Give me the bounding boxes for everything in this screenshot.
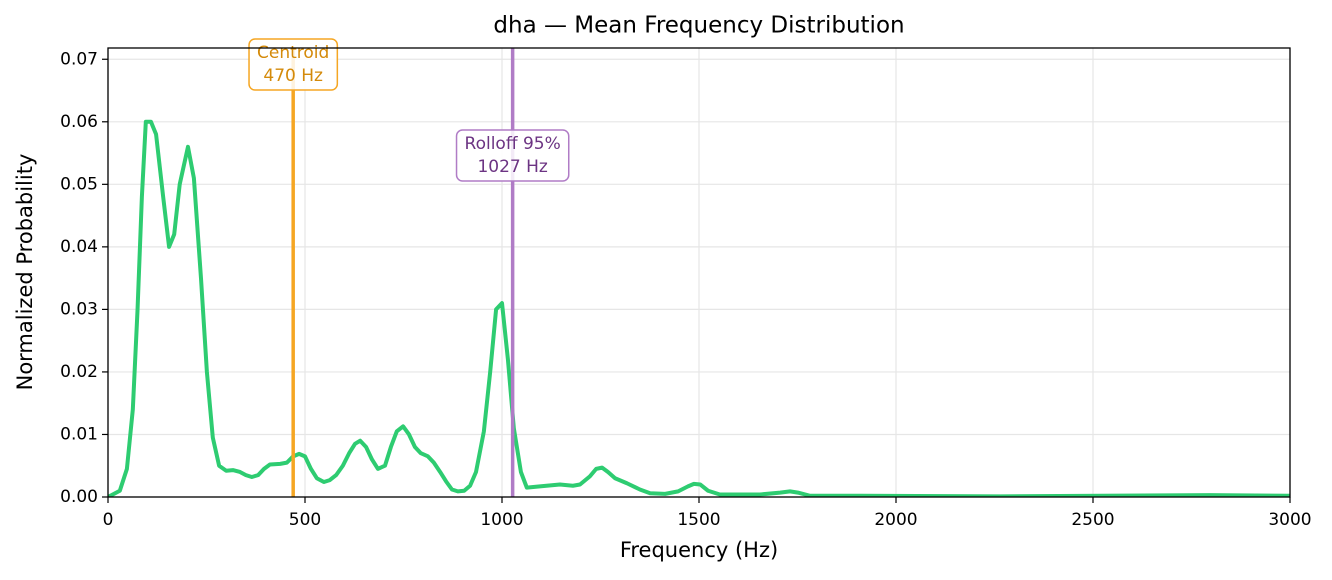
x-tick-label: 0	[103, 510, 114, 530]
annotation: Centroid 470 Hz	[248, 38, 339, 91]
x-tick-label: 1500	[677, 510, 720, 530]
x-tick-label: 2000	[874, 510, 917, 530]
y-tick-label: 0.06	[60, 112, 98, 132]
grid	[107, 48, 1291, 498]
annotation-text: 470 Hz	[263, 66, 323, 86]
y-tick-label: 0.05	[60, 174, 98, 194]
annotation-box	[455, 129, 570, 182]
x-tick-label: 1000	[480, 510, 523, 530]
y-tick-label: 0.02	[60, 362, 98, 382]
annotation-box	[248, 38, 339, 91]
y-tick-label: 0.04	[60, 237, 98, 257]
y-tick-label: 0.03	[60, 299, 98, 319]
line-series	[108, 119, 1290, 497]
annotation-text: 1027 Hz	[477, 157, 547, 177]
y-tick-label: 0.00	[60, 487, 98, 507]
y-tick-label: 0.07	[60, 49, 98, 69]
x-tick-label: 2500	[1071, 510, 1114, 530]
annotation: Rolloff 95% 1027 Hz	[455, 129, 570, 182]
x-tick-label: 3000	[1268, 510, 1311, 530]
chart-title: dha — Mean Frequency Distribution	[493, 13, 904, 39]
y-axis-label: Normalized Probability	[13, 154, 37, 391]
annotation-text: Centroid	[257, 43, 329, 63]
y-tick-label: 0.01	[60, 424, 98, 444]
annotation-text: Rolloff 95%	[465, 134, 561, 154]
plot-frame	[107, 47, 1291, 498]
x-axis-label: Frequency (Hz)	[620, 538, 778, 562]
x-tick-label: 500	[289, 510, 321, 530]
